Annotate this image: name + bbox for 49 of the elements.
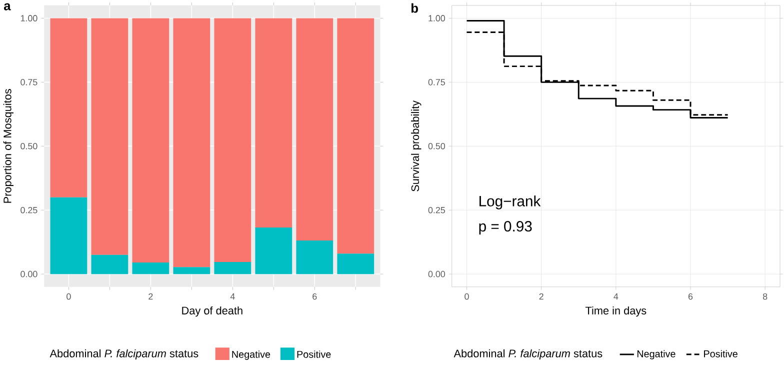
bar [132, 18, 170, 262]
legend-title: Abdominal P. falciparum status [50, 349, 198, 360]
y-tick-label: 1.00 [428, 14, 446, 22]
chart-title: b [411, 3, 418, 13]
x-tick-label: 2 [148, 293, 153, 300]
y-tick-label: 0.25 [20, 206, 38, 214]
annotation: p = 0.93 [479, 220, 532, 234]
y-tick-label: 0.75 [20, 78, 38, 86]
bar [132, 262, 170, 274]
x-axis-title: Time in days [585, 306, 646, 316]
bar [296, 240, 334, 274]
bar [214, 262, 252, 274]
x-axis-title: Day of death [182, 306, 242, 316]
bar [255, 18, 292, 228]
bar [296, 18, 334, 240]
bar [214, 18, 252, 262]
x-tick-label: 6 [312, 293, 317, 300]
y-tick-label: 0.25 [428, 206, 445, 214]
bar [173, 18, 210, 267]
annotation: Log−rank [480, 195, 541, 210]
chart-title: a [4, 3, 11, 10]
x-tick-label: 4 [614, 293, 618, 300]
bar [50, 197, 88, 274]
y-tick-label: 1.00 [20, 14, 38, 22]
x-tick-label: 0 [464, 293, 469, 300]
y-tick-label: 0.00 [428, 270, 446, 278]
x-tick-label: 2 [539, 293, 544, 300]
bar [91, 18, 128, 255]
bar [255, 227, 292, 274]
bar [173, 266, 210, 274]
y-axis-title: Proportion of Mosquitos [3, 88, 14, 203]
y-tick-label: 0.75 [428, 78, 445, 86]
legend-label: Positive [297, 350, 331, 358]
x-tick-label: 8 [763, 293, 768, 300]
bar [337, 253, 374, 274]
legend-label: Positive [704, 350, 738, 358]
bar [50, 18, 88, 198]
legend-title: Abdominal P. falciparum status [454, 349, 602, 360]
bar [91, 254, 128, 274]
y-tick-label: 0.50 [20, 142, 38, 150]
x-tick-label: 6 [688, 293, 693, 300]
x-tick-label: 4 [230, 293, 235, 300]
x-tick-label: 0 [66, 293, 71, 300]
y-tick-label: 0.00 [20, 270, 38, 278]
y-tick-label: 0.50 [428, 142, 446, 150]
legend-label: Negative [637, 350, 676, 360]
legend-label: Negative [232, 350, 270, 360]
y-axis-title: Survival probability [411, 100, 422, 192]
bar [337, 18, 374, 254]
